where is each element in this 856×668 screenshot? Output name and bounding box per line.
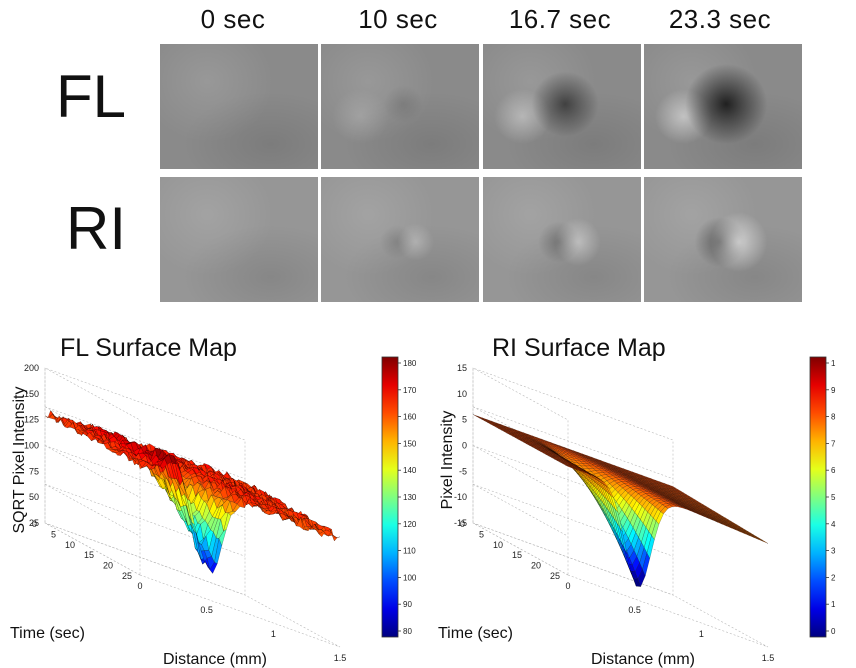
- colorbar: [381, 356, 399, 638]
- ri-map-title: RI Surface Map: [492, 334, 666, 362]
- time-label-2: 16.7 sec: [508, 4, 612, 34]
- image-fl-3: [644, 44, 802, 169]
- z-tick-label: 75: [29, 466, 39, 476]
- colorbar-tick-label: 7: [831, 439, 836, 448]
- distance-tick-label: 1: [699, 629, 704, 639]
- time-axis-label: Time (sec): [438, 625, 513, 642]
- time-tick-label: 0: [32, 519, 37, 529]
- z-tick-label: -15: [454, 518, 467, 528]
- image-fl-1: [321, 44, 479, 169]
- z-tick-label: 15: [457, 363, 467, 373]
- image-fl-2: [483, 44, 641, 169]
- image-ri-2: [483, 177, 641, 302]
- row-label-fl: FL: [56, 63, 127, 130]
- z-tick-label: 150: [24, 389, 39, 399]
- time-tick-label: 10: [65, 540, 75, 550]
- distance-axis-label: Distance (mm): [591, 651, 695, 668]
- distance-tick-label: 0.5: [200, 605, 213, 615]
- time-label-3: 23.3 sec: [668, 4, 772, 34]
- colorbar-tick-label: 120: [403, 520, 417, 529]
- time-tick-label: 20: [103, 561, 113, 571]
- z-tick-label: -5: [459, 466, 467, 476]
- colorbar-tick-label: 2: [831, 573, 836, 582]
- colorbar-tick-label: 3: [831, 547, 836, 556]
- time-label-0: 0 sec: [200, 4, 266, 34]
- z-tick-label: 0: [462, 441, 467, 451]
- z-tick-label: 10: [457, 389, 467, 399]
- time-tick-label: 5: [51, 529, 56, 539]
- image-ri-0: [160, 177, 318, 302]
- colorbar-tick-label: 140: [403, 466, 417, 475]
- time-tick-label: 5: [479, 529, 484, 539]
- distance-tick-label: 1: [271, 629, 276, 639]
- z-axis-label: SQRT Pixel Intensity: [11, 386, 28, 533]
- colorbar: [809, 356, 827, 638]
- z-tick-label: 5: [462, 415, 467, 425]
- colorbar-tick-label: 9: [831, 386, 836, 395]
- colorbar-tick-label: 80: [403, 627, 412, 636]
- z-tick-label: 200: [24, 363, 39, 373]
- z-tick-label: -10: [454, 492, 467, 502]
- distance-axis-label: Distance (mm): [163, 651, 267, 668]
- distance-tick-label: 0.5: [628, 605, 641, 615]
- z-axis-label: Pixel Intensity: [439, 411, 456, 510]
- colorbar-tick-label: 0: [831, 627, 836, 636]
- distance-tick-label: 1.5: [334, 653, 347, 663]
- colorbar-tick-label: 110: [403, 547, 416, 556]
- colorbar-tick-label: 100: [403, 573, 417, 582]
- time-label-1: 10 sec: [358, 4, 438, 34]
- image-ri-3: [644, 177, 802, 302]
- distance-tick-label: 0: [137, 581, 142, 591]
- colorbar-tick-label: 160: [403, 413, 417, 422]
- time-tick-label: 20: [531, 561, 541, 571]
- time-tick-label: 0: [460, 519, 465, 529]
- image-fl-0: [160, 44, 318, 169]
- time-axis-label: Time (sec): [10, 625, 85, 642]
- colorbar-tick-label: 5: [831, 493, 836, 502]
- z-tick-label: 25: [29, 518, 39, 528]
- time-tick-label: 25: [550, 571, 560, 581]
- colorbar-tick-label: 90: [403, 600, 412, 609]
- fl-map-title: FL Surface Map: [60, 334, 237, 362]
- distance-tick-label: 0: [565, 581, 570, 591]
- time-tick-label: 15: [84, 550, 94, 560]
- time-tick-label: 10: [493, 540, 503, 550]
- colorbar-tick-label: 6: [831, 466, 836, 475]
- z-tick-label: 100: [24, 441, 39, 451]
- z-tick-label: 125: [24, 415, 39, 425]
- image-ri-1: [321, 177, 479, 302]
- colorbar-tick-label: 1: [831, 600, 836, 609]
- time-tick-label: 15: [512, 550, 522, 560]
- z-tick-label: 50: [29, 492, 39, 502]
- distance-tick-label: 1.5: [762, 653, 775, 663]
- row-label-ri: RI: [66, 195, 126, 262]
- colorbar-tick-label: 1: [831, 359, 836, 368]
- colorbar-tick-label: 170: [403, 386, 417, 395]
- time-tick-label: 25: [122, 571, 132, 581]
- colorbar-tick-label: 8: [831, 413, 836, 422]
- colorbar-tick-label: 130: [403, 493, 417, 502]
- fl-surface-plot: 200150125100755025051015202500.511.5SQRT…: [10, 356, 417, 668]
- colorbar-tick-label: 150: [403, 439, 417, 448]
- colorbar-tick-label: 4: [831, 520, 836, 529]
- colorbar-tick-label: 180: [403, 359, 417, 368]
